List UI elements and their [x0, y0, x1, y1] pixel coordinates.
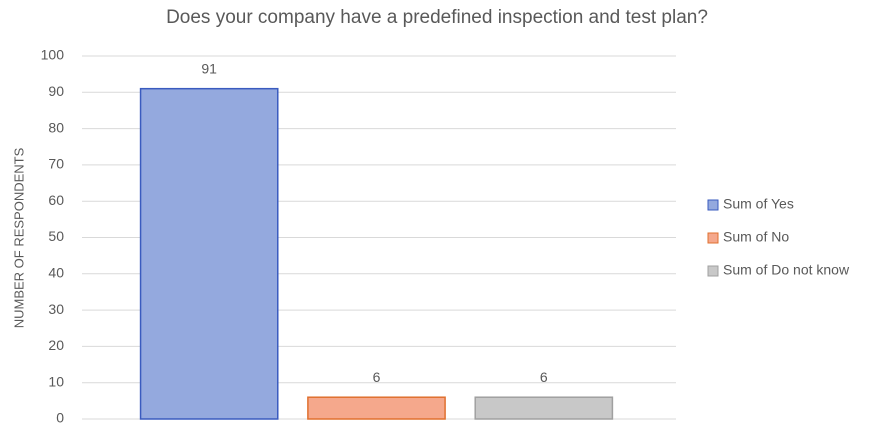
y-tick-label: 10: [48, 373, 64, 389]
bar: [307, 396, 446, 420]
legend-label: Sum of Yes: [723, 196, 794, 212]
legend-swatch: [707, 199, 719, 211]
legend-label: Sum of Do not know: [723, 262, 850, 278]
data-label: 6: [540, 369, 548, 385]
y-tick-label: 0: [56, 410, 64, 425]
y-tick-label: 90: [48, 83, 64, 99]
y-tick-label: 50: [48, 228, 64, 244]
y-axis-label: NUMBER OF RESPONDENTS: [11, 147, 26, 328]
y-tick-label: 70: [48, 156, 64, 172]
y-tick-label: 100: [41, 47, 65, 63]
bar: [474, 396, 614, 420]
y-tick-label: 80: [48, 119, 64, 135]
legend-swatch: [707, 232, 719, 244]
legend-label: Sum of No: [723, 229, 789, 245]
legend-swatch: [707, 265, 719, 277]
data-label: 6: [373, 369, 381, 385]
bar: [139, 87, 279, 420]
y-tick-label: 60: [48, 192, 64, 208]
y-tick-label: 40: [48, 265, 64, 281]
data-label: 91: [201, 60, 217, 76]
chart-title: Does your company have a predefined insp…: [166, 7, 708, 28]
y-tick-label: 20: [48, 337, 64, 353]
y-tick-label: 30: [48, 301, 64, 317]
